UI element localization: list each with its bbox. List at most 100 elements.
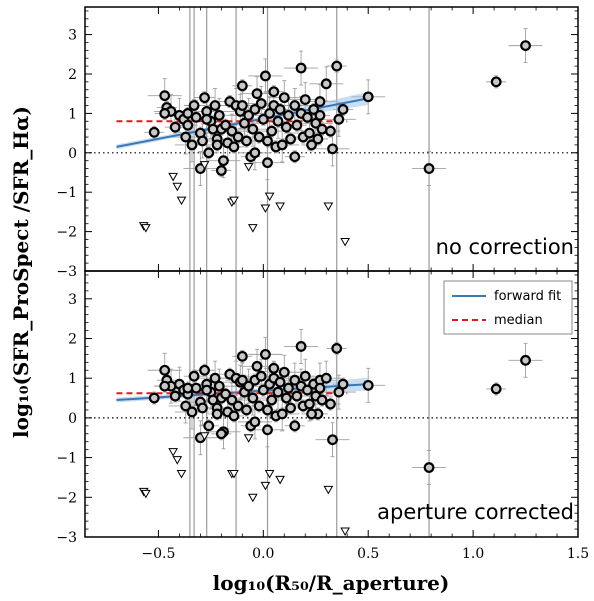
data-point <box>249 416 261 428</box>
upper-limit-marker <box>275 475 285 485</box>
upper-limit-marker <box>247 224 258 233</box>
data-point <box>314 382 326 394</box>
data-point <box>314 109 326 121</box>
data-point <box>253 131 265 143</box>
y-tick-label: 2 <box>68 67 77 83</box>
data-point <box>314 96 326 107</box>
data-point <box>280 392 292 404</box>
upper-limit-marker <box>229 196 239 206</box>
data-point <box>236 350 248 362</box>
data-point <box>310 117 322 129</box>
data-point <box>280 121 292 133</box>
data-point <box>268 362 280 374</box>
data-point <box>249 104 261 115</box>
data-point <box>241 404 252 416</box>
data-point <box>262 424 273 436</box>
upper-limit-marker <box>247 493 258 503</box>
data-point <box>262 404 273 416</box>
data-point <box>215 165 227 176</box>
data-point <box>423 163 435 174</box>
data-point <box>203 147 215 159</box>
data-point <box>148 392 160 404</box>
data-point <box>274 104 286 115</box>
upper-limit-marker <box>176 196 187 206</box>
plot-area <box>85 7 578 271</box>
data-point <box>247 123 259 135</box>
y-tick-label: 1 <box>68 371 77 387</box>
data-point <box>215 428 227 440</box>
data-point <box>289 374 301 386</box>
data-point <box>289 420 301 432</box>
upper-limit-marker <box>260 204 271 213</box>
upper-limit-marker <box>172 456 183 465</box>
panel-label-no-correction: no correction <box>436 235 574 259</box>
data-point <box>260 348 271 360</box>
upper-limit-marker <box>243 434 254 443</box>
data-point <box>180 400 192 412</box>
data-point <box>182 119 194 131</box>
data-point <box>255 370 267 382</box>
data-point <box>209 100 221 111</box>
upper-limit-marker <box>140 489 151 499</box>
y-tick-label: −2 <box>56 490 77 506</box>
y-axis-label: log₁₀(SFR_ProSpect /SFR_Hα) <box>9 106 33 438</box>
data-point <box>520 40 531 52</box>
data-point <box>197 135 208 147</box>
x-axis-label: log₁₀(R₅₀/R_aperture) <box>213 571 450 595</box>
data-point <box>333 113 345 125</box>
data-point <box>325 398 336 410</box>
data-point <box>199 92 210 104</box>
data-point <box>299 94 311 105</box>
data-point <box>186 139 198 151</box>
y-tick-label: 0 <box>68 411 77 427</box>
data-point <box>209 372 221 384</box>
data-point <box>306 139 317 151</box>
data-point <box>276 408 288 420</box>
data-point <box>249 147 261 159</box>
data-point <box>247 392 259 404</box>
data-point <box>148 126 160 138</box>
data-point <box>278 366 290 378</box>
data-point <box>236 374 248 386</box>
data-point <box>243 109 255 121</box>
data-point <box>199 364 210 376</box>
data-point <box>243 380 255 392</box>
data-point <box>520 354 531 366</box>
data-point <box>220 388 231 400</box>
upper-limit-marker <box>275 202 285 211</box>
data-point <box>159 380 171 392</box>
data-point <box>327 434 338 446</box>
y-tick-label: 3 <box>68 292 77 308</box>
y-tick-label: 3 <box>68 28 77 44</box>
data-point <box>232 400 244 412</box>
upper-limit-marker <box>168 448 178 457</box>
data-point <box>159 107 171 119</box>
upper-limit-marker <box>323 202 334 211</box>
upper-limit-marker <box>260 481 271 491</box>
upper-limit-marker <box>176 469 187 479</box>
data-point <box>232 131 244 143</box>
data-point <box>362 91 374 103</box>
data-point <box>283 382 294 394</box>
x-tick-label: 1.0 <box>462 546 484 562</box>
data-point <box>226 125 238 137</box>
upper-limit-marker <box>340 527 350 537</box>
data-point <box>201 384 213 396</box>
data-point <box>301 384 313 396</box>
data-point <box>255 98 267 109</box>
data-point <box>306 408 317 420</box>
y-tick-label: −3 <box>56 264 77 280</box>
upper-limit-marker <box>199 161 210 170</box>
data-point <box>285 133 296 145</box>
y-tick-label: −1 <box>56 451 77 467</box>
data-point <box>490 383 502 395</box>
data-point <box>333 386 345 398</box>
data-point <box>295 62 307 74</box>
upper-limit-marker <box>264 192 275 202</box>
data-point <box>251 360 263 372</box>
upper-limit-marker <box>172 182 183 192</box>
data-point <box>331 60 343 72</box>
data-point <box>257 113 269 125</box>
data-point <box>188 370 200 382</box>
